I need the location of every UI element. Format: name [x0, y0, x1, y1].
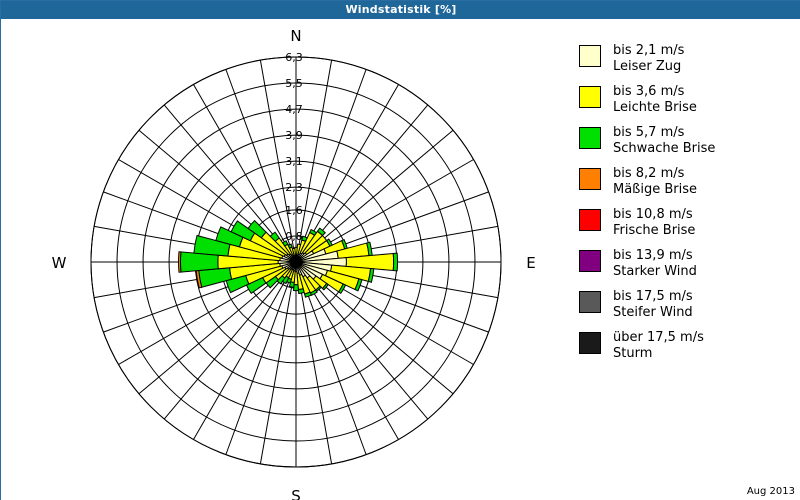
legend-label: bis 10,8 m/s Frische Brise [613, 207, 695, 239]
legend-color-swatch [579, 332, 601, 354]
legend-category-name: Sturm [613, 346, 653, 361]
legend-item[interactable]: bis 8,2 m/s Mäßige Brise [579, 166, 789, 198]
legend-speed-range: bis 5,7 m/s [613, 125, 685, 140]
legend-label: bis 8,2 m/s Mäßige Brise [613, 166, 697, 198]
legend-label: bis 17,5 m/s Steifer Wind [613, 289, 693, 321]
legend-color-swatch [579, 209, 601, 231]
direction-labels: N E S W [52, 27, 536, 500]
legend-color-swatch [579, 291, 601, 313]
legend-category-name: Mäßige Brise [613, 182, 698, 197]
wind-rose-chart: 0,8 1,6 2,3 3,1 3,9 4,7 5,5 6,3 N E S W [52, 27, 536, 500]
legend-category-name: Starker Wind [613, 264, 697, 279]
legend-item[interactable]: bis 10,8 m/s Frische Brise [579, 207, 789, 239]
chart-plot-area: 0,8 1,6 2,3 3,1 3,9 4,7 5,5 6,3 N E S W bis 2,1 m/… [1, 19, 800, 500]
legend: bis 2,1 m/s Leiser Zug bis 3,6 m/s Leichte … [579, 43, 789, 371]
radial-tick-label: 0,8 [285, 230, 303, 243]
radial-tick-label: 3,1 [285, 155, 303, 168]
legend-label: bis 13,9 m/s Starker Wind [613, 248, 697, 280]
polar-grid-overlay [90, 56, 502, 468]
radial-tick-label: 2,3 [285, 181, 303, 194]
legend-speed-range: bis 13,9 m/s [613, 248, 693, 263]
legend-category-name: Leichte Brise [613, 100, 697, 115]
legend-category-name: Steifer Wind [613, 305, 693, 320]
legend-label: bis 2,1 m/s Leiser Zug [613, 43, 684, 75]
legend-speed-range: bis 17,5 m/s [613, 289, 693, 304]
footer-date: Aug 2013 [746, 486, 795, 497]
legend-label: bis 5,7 m/s Schwache Brise [613, 125, 715, 157]
legend-category-name: Leiser Zug [613, 59, 682, 74]
legend-label: über 17,5 m/s Sturm [613, 330, 704, 362]
window-title-bar: Windstatistik [%] [1, 1, 800, 19]
legend-item[interactable]: über 17,5 m/s Sturm [579, 330, 789, 362]
legend-color-swatch [579, 127, 601, 149]
legend-speed-range: bis 2,1 m/s [613, 43, 685, 58]
wind-rose-petals [178, 219, 399, 298]
legend-item[interactable]: bis 13,9 m/s Starker Wind [579, 248, 789, 280]
legend-color-swatch [579, 45, 601, 67]
legend-category-name: Frische Brise [613, 223, 696, 238]
legend-speed-range: über 17,5 m/s [613, 330, 704, 345]
direction-label-south: S [291, 487, 301, 500]
legend-item[interactable]: bis 5,7 m/s Schwache Brise [579, 125, 789, 157]
legend-speed-range: bis 10,8 m/s [613, 207, 693, 222]
legend-item[interactable]: bis 3,6 m/s Leichte Brise [579, 84, 789, 116]
page-title: Windstatistik [%] [345, 3, 457, 16]
radial-tick-label: 4,7 [285, 103, 303, 116]
legend-speed-range: bis 8,2 m/s [613, 166, 685, 181]
legend-color-swatch [579, 168, 601, 190]
radial-tick-label: 5,5 [285, 77, 303, 90]
radial-tick-label: 6,3 [285, 51, 303, 64]
legend-item[interactable]: bis 2,1 m/s Leiser Zug [579, 43, 789, 75]
radial-tick-label: 3,9 [285, 129, 303, 142]
direction-label-north: N [290, 27, 301, 45]
legend-label: bis 3,6 m/s Leichte Brise [613, 84, 697, 116]
legend-category-name: Schwache Brise [613, 141, 716, 156]
legend-color-swatch [579, 250, 601, 272]
legend-speed-range: bis 3,6 m/s [613, 84, 685, 99]
legend-color-swatch [579, 86, 601, 108]
direction-label-east: E [526, 254, 535, 272]
radial-tick-label: 1,6 [285, 204, 303, 217]
legend-item[interactable]: bis 17,5 m/s Steifer Wind [579, 289, 789, 321]
direction-label-west: W [52, 254, 67, 272]
radial-axis-labels: 0,8 1,6 2,3 3,1 3,9 4,7 5,5 6,3 [285, 51, 303, 243]
